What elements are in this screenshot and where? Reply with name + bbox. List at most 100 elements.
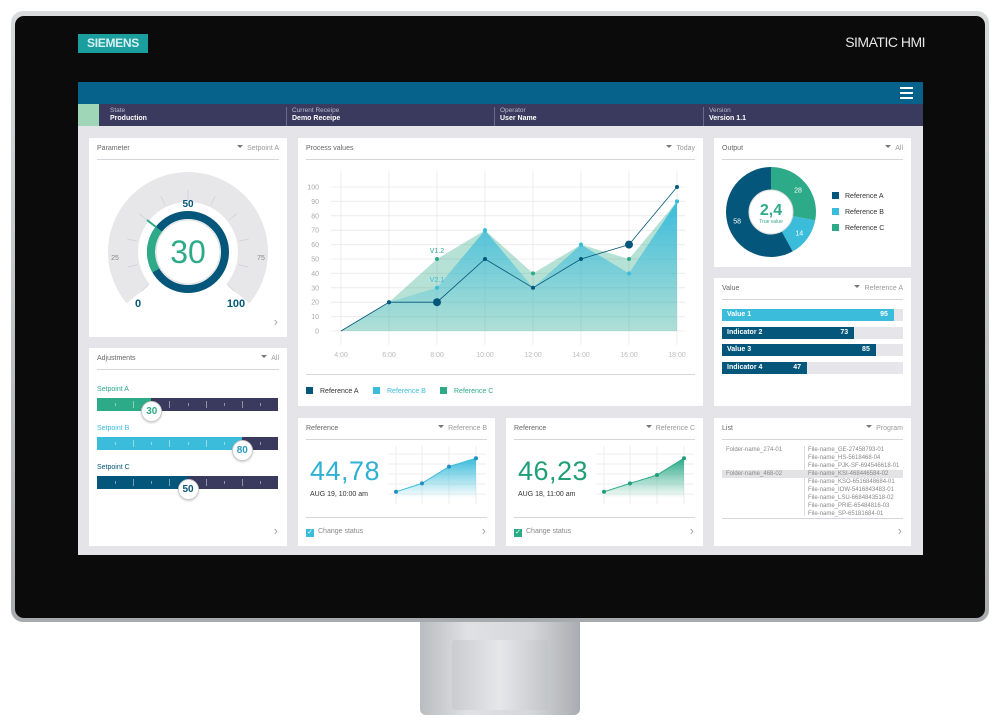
y-tick-label: 10: [311, 314, 319, 321]
legend-item[interactable]: Reference C: [440, 387, 493, 395]
setpoint-slider[interactable]: 80: [97, 437, 278, 461]
bar-value: 85: [862, 346, 870, 353]
annotation-label: V1.2: [430, 248, 445, 255]
file-item[interactable]: File-name_IOW-5416843483-01: [808, 487, 894, 493]
chevron-right-icon[interactable]: ›: [273, 314, 278, 329]
sparkline-point: [655, 473, 659, 477]
legend-label: Reference A: [320, 388, 359, 395]
value-panel: Value Reference A Value 1 95 Indicator 2 73 V…: [714, 278, 911, 406]
sparkline-point: [394, 489, 398, 494]
status-value: Demo Receipe: [292, 115, 341, 122]
folder-item[interactable]: Folder-name_274-01: [726, 447, 783, 453]
gauge-tick: [238, 264, 249, 268]
sparkline-line: [395, 457, 477, 493]
file-item[interactable]: File-name_PJK-SF-694546618-01: [808, 463, 900, 469]
value-filter-dropdown[interactable]: Reference A: [854, 278, 903, 300]
slice-value-label: 14: [795, 231, 803, 238]
gauge-tick-label: 50: [182, 199, 194, 210]
hmi-screen: State Production Current Receipe Demo Rece…: [78, 82, 923, 555]
panel-title: List: [722, 425, 733, 432]
legend-item[interactable]: Reference B: [373, 387, 426, 395]
setpoint-slider[interactable]: 30: [97, 398, 278, 422]
file-item[interactable]: File-name_KSI-468446584-02: [808, 471, 889, 477]
file-item[interactable]: File-name_LSU-6684843518-02: [808, 495, 894, 501]
parameter-filter-dropdown[interactable]: Setpoint A: [237, 138, 279, 160]
reference-filter-dropdown[interactable]: Reference B: [438, 418, 487, 440]
y-tick-label: 80: [311, 213, 319, 220]
chevron-right-icon[interactable]: ›: [273, 523, 278, 538]
status-version: Version Version 1.1: [703, 107, 746, 126]
gauge-tick: [127, 264, 138, 268]
donut-slice-reference-b: [781, 216, 816, 252]
y-tick-label: 70: [311, 228, 319, 235]
stand-mount: [452, 640, 548, 710]
reference-timestamp: AUG 19, 10:00 am: [310, 491, 368, 498]
setpoint-slider[interactable]: 50: [97, 476, 278, 500]
list-filter-dropdown[interactable]: Program: [866, 418, 903, 440]
gauge-tick-label: 100: [227, 298, 245, 310]
status-label: Operator: [500, 107, 526, 114]
status-value: User Name: [500, 115, 537, 122]
status-value: Version 1.1: [709, 115, 746, 122]
output-filter-dropdown[interactable]: All: [885, 138, 903, 160]
process-filter-dropdown[interactable]: Today: [666, 138, 695, 160]
reference-filter-dropdown[interactable]: Reference C: [646, 418, 695, 440]
bar-label: Indicator 4: [727, 363, 763, 371]
folder-item[interactable]: Folder-name_468-02: [722, 470, 903, 478]
parameter-gauge[interactable]: 30 0 25 50 75 100: [89, 162, 287, 322]
x-tick-label: 18:00: [668, 352, 686, 359]
status-label: State: [110, 107, 126, 114]
legend-label: Reference C: [845, 225, 884, 232]
gauge-value-arc: [147, 226, 163, 273]
y-tick-label: 0: [315, 329, 319, 336]
chevron-right-icon[interactable]: ›: [897, 523, 902, 538]
data-point-reference-c: [627, 257, 631, 261]
bar-value: 47: [793, 363, 802, 371]
bar-value: 95: [880, 311, 888, 318]
slider-handle[interactable]: 50: [177, 479, 199, 500]
output-panel: Output All 28 14 58 2,4 True value Reference A…: [714, 138, 911, 267]
status-bar: State Production Current Receipe Demo Rece…: [78, 104, 923, 126]
change-status-checkbox[interactable]: ✓ Change status: [514, 528, 571, 537]
slider-fill: [97, 398, 152, 411]
gauge-tick: [238, 238, 249, 242]
slider-label: Setpoint A: [97, 386, 129, 393]
y-tick-label: 40: [311, 271, 319, 278]
panel-title: Value: [722, 285, 740, 292]
slider-handle[interactable]: 80: [231, 440, 253, 461]
adjustments-filter-dropdown[interactable]: All: [261, 348, 279, 370]
chevron-right-icon[interactable]: ›: [689, 523, 694, 538]
legend-item[interactable]: Reference A: [306, 387, 359, 395]
reference-sparkline: [388, 446, 486, 504]
reference-c-panel: Reference Reference C 46,23 AUG 18, 11:00…: [506, 418, 703, 546]
hamburger-menu-icon[interactable]: [900, 87, 913, 99]
legend-swatch: [832, 224, 839, 231]
slider-handle[interactable]: 30: [141, 401, 163, 422]
chevron-right-icon[interactable]: ›: [481, 523, 486, 538]
data-point-reference-a: [483, 257, 487, 261]
donut-center: [748, 189, 794, 235]
legend-swatch: [832, 192, 839, 199]
checkbox-label: Change status: [318, 528, 364, 535]
file-item[interactable]: File-name_GE-27458793-01: [808, 447, 885, 453]
data-point-reference-b: [675, 199, 679, 204]
status-label: Current Receipe: [292, 107, 340, 114]
x-tick-label: 14:00: [572, 352, 590, 359]
x-tick-label: 16:00: [620, 352, 638, 359]
change-status-checkbox[interactable]: ✓ Change status: [306, 528, 363, 537]
slider-fill: [97, 476, 188, 489]
file-item[interactable]: File-name_KSO-6516848684-01: [808, 479, 895, 485]
gauge-tick: [138, 213, 148, 221]
gauge-track: [108, 172, 268, 304]
reference-timestamp: AUG 18, 11:00 am: [518, 491, 576, 498]
file-item[interactable]: File-name_SP-65181684-01: [808, 511, 884, 517]
slice-value-label: 58: [733, 219, 741, 226]
x-tick-label: 4:00: [334, 352, 348, 359]
data-point-reference-b: [435, 285, 439, 290]
file-item[interactable]: File-name_PRIE-65484816-03: [808, 503, 890, 509]
file-item[interactable]: File-name_HS-5618468-04: [808, 455, 881, 461]
sparkline-line: [603, 457, 685, 493]
process-values-chart: 0 10 20 30 40 50 60 70 80 90 100 4:00 6:00 8:00 10:00 1…: [307, 171, 686, 359]
y-tick-label: 20: [311, 300, 319, 307]
